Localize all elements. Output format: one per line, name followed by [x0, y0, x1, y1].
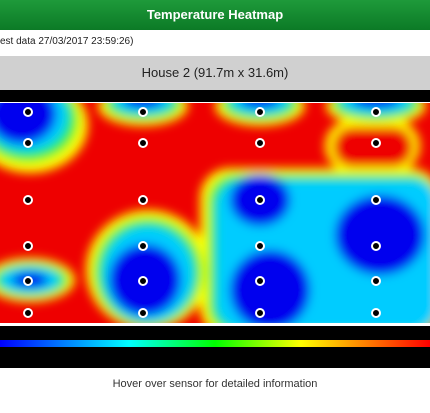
house-label: House 2 (91.7m x 31.6m): [0, 56, 430, 90]
hint: Hover over sensor for detailed informati…: [112, 378, 318, 390]
heat-field: [0, 103, 430, 323]
color-scale: [0, 340, 430, 347]
timestamp: est data 27/03/2017 23:59:26): [0, 36, 134, 47]
header-title: Temperature Heatmap: [0, 0, 430, 30]
heatmap: [0, 90, 430, 368]
sensors[interactable]: [23, 107, 381, 318]
